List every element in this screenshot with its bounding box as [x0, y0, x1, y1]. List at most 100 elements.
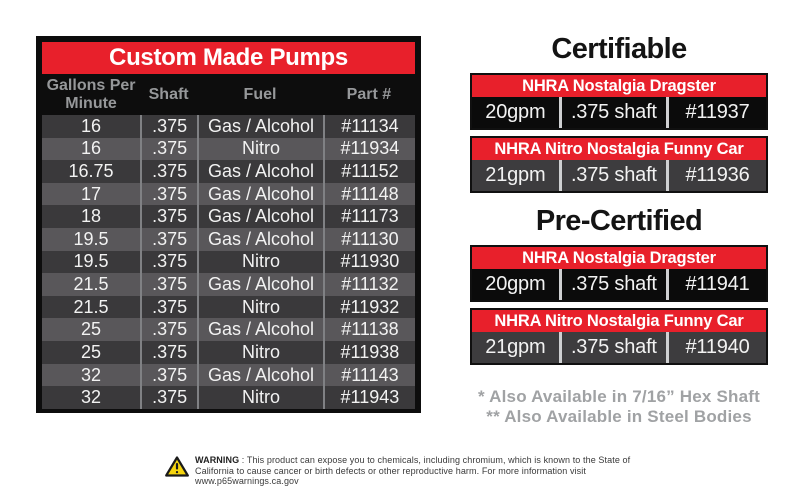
column-header-gallons-per-minute: Gallons Per Minute	[46, 77, 136, 112]
pump-table-cell: 19.5	[73, 228, 109, 249]
cert-values-row: 20gpm .375 shaft #11937	[472, 96, 766, 128]
pump-table-row: 25 .375 Nitro #11938	[42, 341, 415, 364]
cert-values-row: 20gpm .375 shaft #11941	[472, 268, 766, 300]
pump-table-row: 25 .375 Gas / Alcohol #11138	[42, 318, 415, 342]
pump-table-body: 16.375 Gas / Alcohol #11134 16.375 Nitro #119…	[42, 115, 415, 409]
pump-table-cell: #11134	[322, 115, 415, 138]
cert-shaft: .375 shaft	[558, 96, 666, 128]
pump-table-cell: #11143	[322, 363, 415, 387]
cert-entry: NHRA Nostalgia Dragster 20gpm .375 shaft…	[470, 244, 768, 302]
cert-gpm: 21gpm	[485, 163, 546, 186]
pump-table-cell: 16	[81, 115, 102, 136]
pump-table-row: 16 .375 Nitro #11934	[42, 137, 415, 161]
pump-table-cell: .375	[140, 205, 197, 229]
cert-shaft: .375 shaft	[558, 268, 666, 300]
cert-entry: NHRA Nitro Nostalgia Funny Car 21gpm .37…	[470, 307, 768, 365]
pump-table-cell: #11934	[322, 137, 415, 161]
pump-table-cell: .375	[140, 160, 197, 183]
pump-table-cell: 25	[81, 319, 102, 340]
pump-table-cell: Gas / Alcohol	[197, 182, 323, 206]
pump-table-cell: Gas / Alcohol	[197, 160, 323, 183]
cert-shaft: .375 shaft	[558, 159, 666, 191]
warning-triangle-icon	[165, 456, 189, 477]
pump-table-cell: 32	[81, 387, 102, 408]
cert-part: #11941	[666, 268, 766, 300]
pump-table-cell: 21.5	[73, 296, 109, 317]
cert-gpm: 20gpm	[485, 100, 546, 123]
pump-table-cell: 21.5	[73, 274, 109, 295]
pump-table-cell: Gas / Alcohol	[197, 228, 323, 251]
cert-banner: NHRA Nitro Nostalgia Funny Car	[472, 137, 766, 160]
pump-table-cell: .375	[140, 363, 197, 387]
cert-gpm: 20gpm	[485, 272, 546, 295]
pump-table-cell: Nitro	[197, 137, 323, 161]
warning-label: WARNING	[195, 455, 240, 465]
pump-table-cell: Nitro	[197, 386, 323, 409]
pump-table-cell: 16	[81, 138, 102, 159]
pump-table-cell: #11138	[322, 318, 415, 342]
prop65-warning: WARNING : This product can expose you to…	[165, 455, 670, 487]
pump-table-cell: #11943	[322, 386, 415, 409]
pump-table-cell: Nitro	[197, 250, 323, 274]
pump-table-row: 32 .375 Gas / Alcohol #11143	[42, 363, 415, 387]
pump-table-cell: #11148	[322, 182, 415, 206]
availability-footnotes: * Also Available in 7/16” Hex Shaft ** A…	[439, 387, 799, 427]
pump-table-cell: .375	[140, 137, 197, 161]
pump-table-cell: Gas / Alcohol	[197, 318, 323, 342]
pump-table-row: 32 .375 Nitro #11943	[42, 386, 415, 409]
cert-values-row: 21gpm .375 shaft #11940	[472, 331, 766, 363]
pump-table-cell: 25	[81, 341, 102, 362]
pump-table-cell: 17	[81, 183, 102, 204]
cert-gpm: 21gpm	[485, 335, 546, 358]
cert-banner: NHRA Nostalgia Dragster	[472, 246, 766, 269]
pump-table-cell: #11132	[322, 273, 415, 296]
pre-certified-heading: Pre-Certified	[535, 204, 703, 237]
pump-table-row: 16 .375 Gas / Alcohol #11134	[42, 115, 415, 138]
pump-table-cell: Gas / Alcohol	[197, 273, 323, 296]
pump-table-cell: .375	[140, 341, 197, 364]
pump-table-cell: Gas / Alcohol	[197, 363, 323, 387]
footnote-hex-shaft: * Also Available in 7/16” Hex Shaft	[478, 386, 760, 406]
pump-table-cell: .375	[140, 273, 197, 296]
pump-table-cell: 16.75	[68, 161, 114, 182]
pump-table-cell: .375	[140, 295, 197, 319]
pump-table-cell: #11930	[322, 250, 415, 274]
pump-table-cell: 18	[81, 206, 102, 227]
column-header-part-number: Part #	[346, 85, 392, 103]
pump-table-header-row: Gallons Per Minute Shaft Fuel Part #	[42, 74, 415, 115]
cert-banner: NHRA Nitro Nostalgia Funny Car	[472, 309, 766, 332]
pump-table-cell: .375	[140, 250, 197, 274]
pump-table-cell: #11173	[322, 205, 415, 229]
pump-table-row: 16.75 .375 Gas / Alcohol #11152	[42, 160, 415, 183]
cert-part: #11937	[666, 96, 766, 128]
cert-banner: NHRA Nostalgia Dragster	[472, 74, 766, 97]
pump-table-row: 19.5 .375 Gas / Alcohol #11130	[42, 228, 415, 251]
pump-table-cell: .375	[140, 386, 197, 409]
column-header-shaft: Shaft	[148, 85, 189, 103]
cert-part: #11936	[666, 159, 766, 191]
pump-table-cell: #11152	[322, 160, 415, 183]
pump-table-row: 19.5 .375 Nitro #11930	[42, 250, 415, 274]
warning-body: : This product can expose you to chemica…	[195, 455, 631, 486]
pump-table-cell: Gas / Alcohol	[197, 205, 323, 229]
pump-table-cell: Nitro	[197, 295, 323, 319]
pump-table-row: 18 .375 Gas / Alcohol #11173	[42, 205, 415, 229]
certifiable-heading: Certifiable	[551, 33, 687, 65]
custom-pumps-table: Custom Made Pumps Gallons Per Minute Sha…	[36, 36, 421, 413]
warning-text: WARNING : This product can expose you to…	[195, 455, 669, 487]
cert-shaft: .375 shaft	[558, 331, 666, 363]
pump-table-cell: .375	[140, 318, 197, 342]
column-header-fuel: Fuel	[243, 85, 277, 103]
certification-panel: Certifiable NHRA Nostalgia Dragster 20gp…	[470, 33, 768, 427]
pump-table-title: Custom Made Pumps	[42, 42, 415, 74]
pump-table-row: 21.5 .375 Gas / Alcohol #11132	[42, 273, 415, 296]
pump-table-cell: 32	[81, 364, 102, 385]
pump-table-cell: #11932	[322, 295, 415, 319]
footnote-steel-bodies: ** Also Available in Steel Bodies	[486, 406, 752, 426]
pump-table-cell: .375	[140, 182, 197, 206]
pump-table-cell: Nitro	[197, 341, 323, 364]
cert-values-row: 21gpm .375 shaft #11936	[472, 159, 766, 191]
cert-entry: NHRA Nostalgia Dragster 20gpm .375 shaft…	[470, 72, 768, 130]
cert-part: #11940	[666, 331, 766, 363]
pump-table-cell: .375	[140, 115, 197, 138]
